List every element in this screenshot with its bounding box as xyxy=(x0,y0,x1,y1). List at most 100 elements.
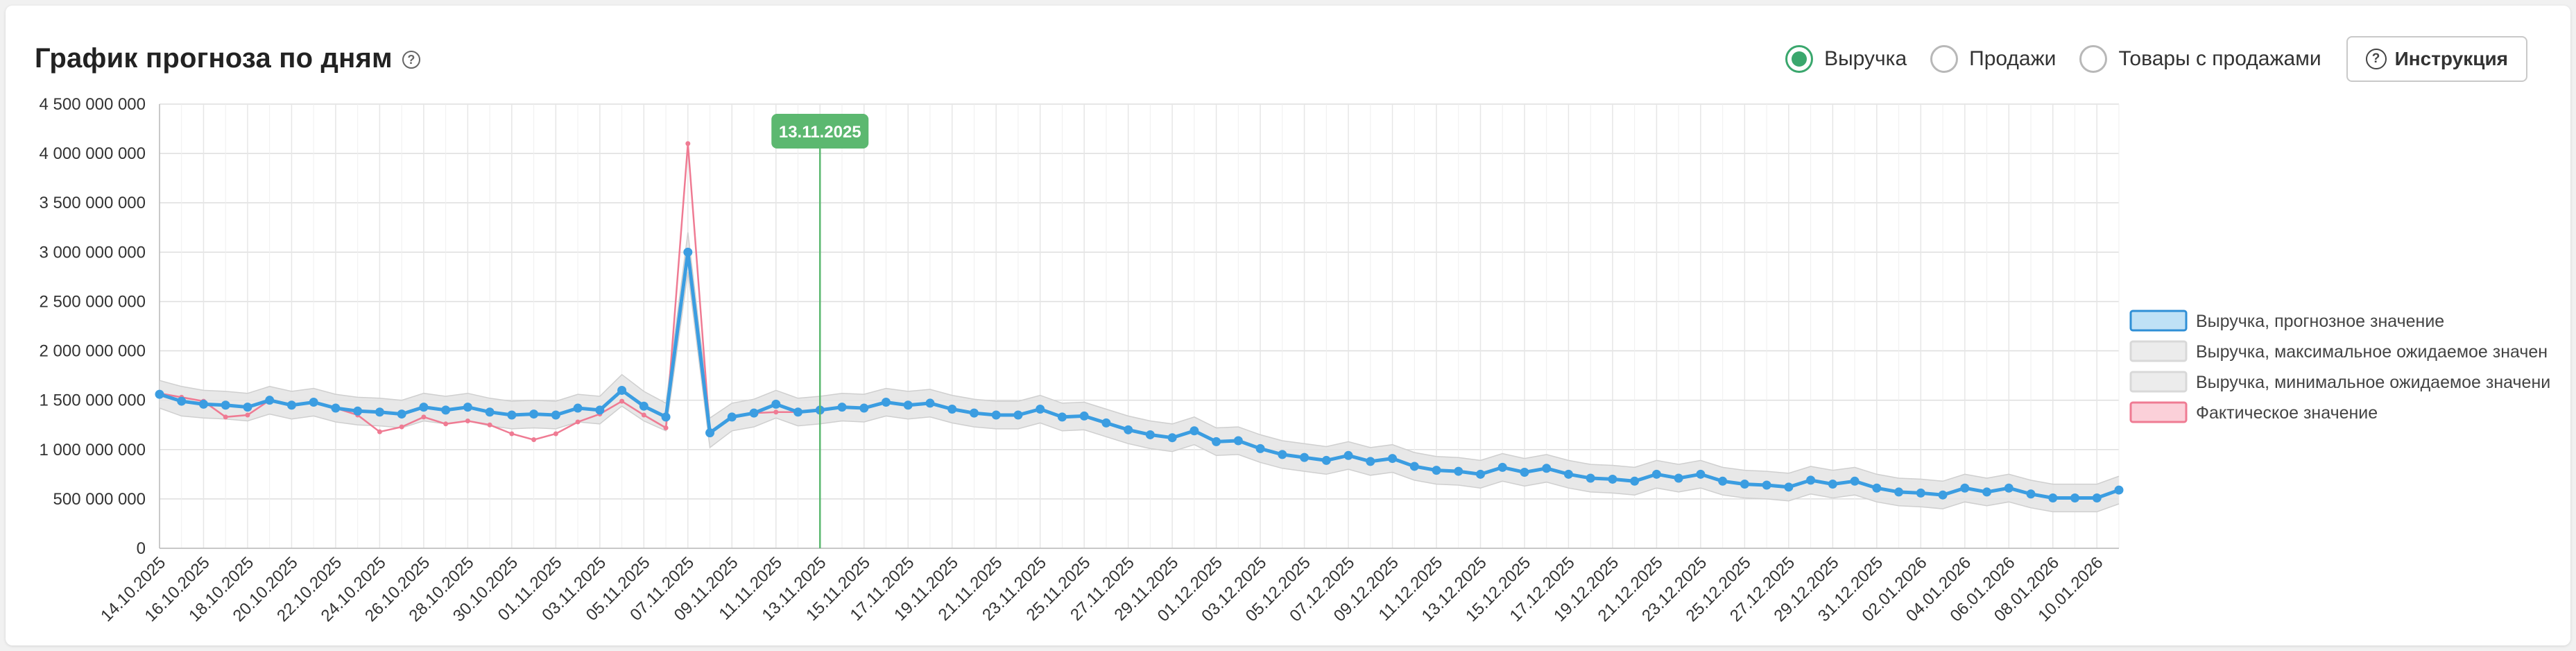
series-max-line xyxy=(159,232,2120,485)
series-forecast-point xyxy=(1432,466,1441,475)
y-tick-label: 3 000 000 000 xyxy=(40,243,146,262)
y-tick-label: 4 500 000 000 xyxy=(40,95,146,114)
series-forecast-point xyxy=(1255,443,1265,453)
series-forecast-point xyxy=(903,400,913,410)
series-forecast-point xyxy=(727,412,737,422)
radio-products-label: Товары с продажами xyxy=(2118,47,2321,70)
series-forecast-point xyxy=(1388,454,1398,464)
legend-label: Выручка, максимальное ожидаемое значен xyxy=(2196,342,2548,362)
series-forecast-point xyxy=(1190,426,1199,436)
series-forecast-point xyxy=(1608,474,1617,484)
legend-swatch xyxy=(2129,371,2188,393)
series-forecast-point xyxy=(485,407,495,417)
series-forecast-point xyxy=(1916,488,1925,498)
legend-label: Выручка, минимальное ожидаемое значени xyxy=(2196,373,2550,392)
series-actual-point xyxy=(641,412,646,418)
series-forecast-point xyxy=(705,428,715,438)
y-tick-label: 0 xyxy=(137,539,146,558)
series-forecast-point xyxy=(463,403,472,412)
series-forecast-point xyxy=(1674,473,1683,483)
series-forecast-point xyxy=(991,410,1001,420)
series-forecast-point xyxy=(969,408,979,418)
series-forecast-point xyxy=(1212,437,1221,446)
series-forecast-point xyxy=(353,406,363,416)
radio-circle-sales[interactable] xyxy=(1930,45,1959,73)
instruction-button[interactable]: ? Инструкция xyxy=(2346,36,2527,82)
series-forecast-point xyxy=(881,398,891,407)
series-forecast-point xyxy=(309,398,318,407)
radio-revenue[interactable]: Выручка xyxy=(1785,45,1907,73)
series-actual-point xyxy=(487,422,492,428)
series-forecast-point xyxy=(155,389,164,399)
series-forecast-point xyxy=(286,400,296,410)
series-actual-point xyxy=(421,414,427,420)
series-forecast-point xyxy=(551,410,560,420)
y-tick-label: 2 000 000 000 xyxy=(40,342,146,361)
series-forecast-point xyxy=(2026,489,2036,499)
today-marker-label: 13.11.2025 xyxy=(779,123,861,142)
series-actual-point xyxy=(465,418,470,424)
series-forecast-point xyxy=(1321,455,1331,465)
series-forecast-point xyxy=(1409,462,1419,471)
series-actual-point xyxy=(773,409,779,415)
radio-products-with-sales[interactable]: Товары с продажами xyxy=(2079,45,2321,73)
series-forecast-point xyxy=(1586,473,1595,483)
series-actual-point xyxy=(619,398,625,404)
series-forecast-point xyxy=(1300,453,1310,462)
y-tick-label: 500 000 000 xyxy=(53,490,146,509)
series-forecast-point xyxy=(1079,411,1089,421)
series-forecast-point xyxy=(1563,469,1573,479)
metric-selector: Выручка Продажи Товары с продажами ? Инс… xyxy=(1785,35,2527,83)
y-tick-label: 1 500 000 000 xyxy=(40,391,146,410)
series-forecast-point xyxy=(507,410,517,420)
series-forecast-point xyxy=(1784,482,1794,492)
series-actual-point xyxy=(509,431,515,437)
series-forecast-point xyxy=(1982,487,1992,497)
legend-label: Фактическое значение xyxy=(2196,403,2378,423)
series-actual-point xyxy=(663,425,669,430)
chart-header: График прогноза по дням ? xyxy=(35,37,420,79)
y-tick-label: 4 000 000 000 xyxy=(40,144,146,163)
series-actual-point xyxy=(685,141,691,146)
page-title: График прогноза по дням xyxy=(35,42,393,74)
question-circle-icon[interactable]: ? xyxy=(402,51,420,69)
radio-circle-revenue[interactable] xyxy=(1785,45,1814,73)
series-forecast-point xyxy=(1475,469,1485,479)
series-forecast-point xyxy=(1057,412,1067,422)
series-forecast-point xyxy=(661,412,671,422)
series-forecast-point xyxy=(771,399,781,409)
series-forecast-point xyxy=(595,405,605,415)
series-forecast-point xyxy=(397,409,406,419)
series-forecast-point xyxy=(2004,483,2013,493)
series-forecast-point xyxy=(1278,450,1287,459)
series-forecast-point xyxy=(683,247,693,257)
series-forecast-point xyxy=(1520,467,1529,477)
series-forecast-point xyxy=(1651,469,1661,479)
series-forecast-point xyxy=(617,385,627,395)
radio-circle-products[interactable] xyxy=(2079,45,2108,73)
y-tick-label: 3 500 000 000 xyxy=(40,194,146,212)
series-forecast-point xyxy=(331,403,341,413)
series-forecast-point xyxy=(859,403,869,413)
series-forecast-point xyxy=(1036,404,1045,414)
series-forecast-point xyxy=(419,403,429,412)
series-forecast-point xyxy=(1872,483,1882,493)
series-forecast-point xyxy=(639,401,649,411)
series-forecast-point xyxy=(1696,469,1706,479)
series-forecast-point xyxy=(1894,487,1904,497)
radio-selected-dot xyxy=(1792,51,1808,67)
series-forecast-point xyxy=(2114,485,2124,495)
today-marker-badge xyxy=(771,114,869,149)
series-forecast-point xyxy=(793,407,803,417)
instruction-button-label: Инструкция xyxy=(2394,48,2508,69)
radio-sales[interactable]: Продажи xyxy=(1930,45,2056,73)
series-actual-point xyxy=(443,421,449,427)
series-forecast-point xyxy=(1124,425,1133,434)
series-forecast-point xyxy=(1806,475,1816,485)
series-actual-point xyxy=(377,429,382,434)
series-forecast-point xyxy=(221,400,230,410)
series-actual-point xyxy=(575,419,581,425)
series-forecast-point xyxy=(749,408,759,418)
radio-revenue-label: Выручка xyxy=(1824,47,1907,70)
